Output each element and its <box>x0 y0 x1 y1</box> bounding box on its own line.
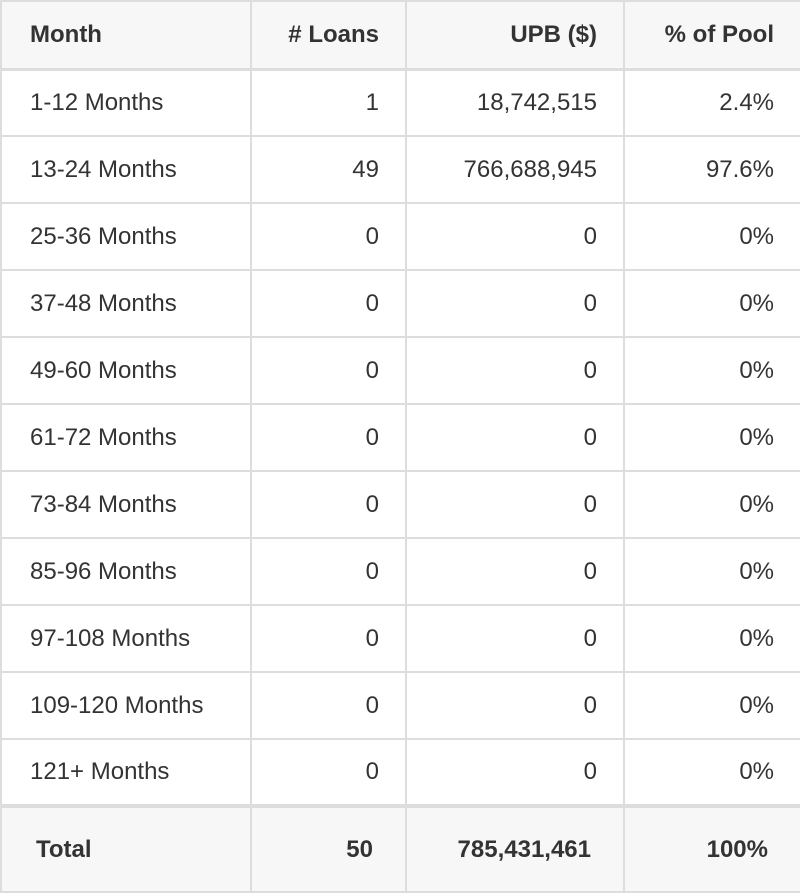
table-row: 121+ Months 0 0 0% <box>0 738 800 807</box>
cell-pct: 0% <box>623 604 800 673</box>
table-row: 85-96 Months 0 0 0% <box>0 537 800 606</box>
cell-loans: 0 <box>250 403 407 472</box>
cell-loans: 0 <box>250 202 407 271</box>
cell-month: 85-96 Months <box>0 537 252 606</box>
table-row: 49-60 Months 0 0 0% <box>0 336 800 405</box>
cell-loans: 0 <box>250 336 407 405</box>
cell-pct: 0% <box>623 202 800 271</box>
cell-loans: 0 <box>250 470 407 539</box>
cell-pct: 2.4% <box>623 68 800 137</box>
cell-pct: 0% <box>623 336 800 405</box>
cell-loans: 0 <box>250 269 407 338</box>
total-pct: 100% <box>623 804 800 893</box>
table-row: 97-108 Months 0 0 0% <box>0 604 800 673</box>
cell-pct: 0% <box>623 671 800 740</box>
table-row: 25-36 Months 0 0 0% <box>0 202 800 271</box>
cell-loans: 49 <box>250 135 407 204</box>
cell-upb: 0 <box>405 604 625 673</box>
cell-pct: 97.6% <box>623 135 800 204</box>
cell-upb: 0 <box>405 470 625 539</box>
table-row: 73-84 Months 0 0 0% <box>0 470 800 539</box>
cell-month: 73-84 Months <box>0 470 252 539</box>
cell-month: 13-24 Months <box>0 135 252 204</box>
cell-pct: 0% <box>623 738 800 807</box>
header-loans: # Loans <box>250 0 407 71</box>
cell-upb: 0 <box>405 403 625 472</box>
cell-loans: 0 <box>250 738 407 807</box>
table-row: 37-48 Months 0 0 0% <box>0 269 800 338</box>
cell-upb: 0 <box>405 738 625 807</box>
cell-month: 61-72 Months <box>0 403 252 472</box>
cell-month: 37-48 Months <box>0 269 252 338</box>
cell-loans: 0 <box>250 671 407 740</box>
cell-month: 121+ Months <box>0 738 252 807</box>
cell-loans: 1 <box>250 68 407 137</box>
cell-upb: 0 <box>405 336 625 405</box>
cell-upb: 0 <box>405 537 625 606</box>
cell-upb: 0 <box>405 269 625 338</box>
cell-pct: 0% <box>623 403 800 472</box>
header-pct-of-pool: % of Pool <box>623 0 800 71</box>
cell-upb: 0 <box>405 202 625 271</box>
header-upb: UPB ($) <box>405 0 625 71</box>
table-row: 109-120 Months 0 0 0% <box>0 671 800 740</box>
cell-loans: 0 <box>250 604 407 673</box>
cell-month: 1-12 Months <box>0 68 252 137</box>
header-row: Month # Loans UPB ($) % of Pool <box>0 0 800 71</box>
total-upb: 785,431,461 <box>405 804 625 893</box>
total-label: Total <box>0 804 252 893</box>
cell-pct: 0% <box>623 470 800 539</box>
cell-month: 49-60 Months <box>0 336 252 405</box>
table-row: 1-12 Months 1 18,742,515 2.4% <box>0 68 800 137</box>
cell-month: 109-120 Months <box>0 671 252 740</box>
cell-pct: 0% <box>623 537 800 606</box>
table-row: 13-24 Months 49 766,688,945 97.6% <box>0 135 800 204</box>
total-loans: 50 <box>250 804 407 893</box>
cell-month: 25-36 Months <box>0 202 252 271</box>
cell-pct: 0% <box>623 269 800 338</box>
cell-upb: 766,688,945 <box>405 135 625 204</box>
cell-loans: 0 <box>250 537 407 606</box>
cell-month: 97-108 Months <box>0 604 252 673</box>
total-row: Total 50 785,431,461 100% <box>0 804 800 893</box>
table-row: 61-72 Months 0 0 0% <box>0 403 800 472</box>
cell-upb: 18,742,515 <box>405 68 625 137</box>
header-month: Month <box>0 0 252 71</box>
cell-upb: 0 <box>405 671 625 740</box>
